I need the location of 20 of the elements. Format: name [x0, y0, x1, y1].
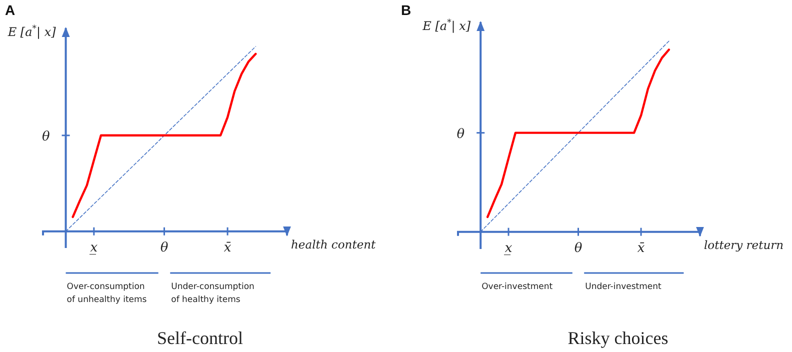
- text: B: [401, 2, 412, 18]
- text: Risky choices: [568, 328, 668, 348]
- text: Self-control: [157, 328, 243, 348]
- text: Under-consumption of healthy items: [171, 282, 254, 305]
- x-tick-label: θ: [160, 240, 168, 256]
- text: A: [5, 2, 16, 18]
- x-tick-label: θ: [574, 240, 582, 256]
- x-tick-label: x̲: [504, 240, 513, 256]
- text: Under-investment: [585, 282, 662, 292]
- x-axis-title: health content: [291, 237, 376, 252]
- x-tick-label: x̄: [224, 240, 232, 256]
- text: Over-consumption of unhealthy items: [66, 282, 148, 305]
- x-tick-label: x̄: [637, 240, 646, 256]
- text: θ: [42, 129, 50, 144]
- x-tick-label: x̲: [88, 240, 98, 256]
- text: θ: [456, 126, 465, 142]
- y-axis-title: E [a$^{*}$| x]: [6, 23, 56, 39]
- x-axis-title: lottery return: [704, 238, 784, 252]
- text: Over-investment: [482, 282, 554, 292]
- y-axis-title: E [a$^{*}$| x]: [422, 17, 471, 33]
